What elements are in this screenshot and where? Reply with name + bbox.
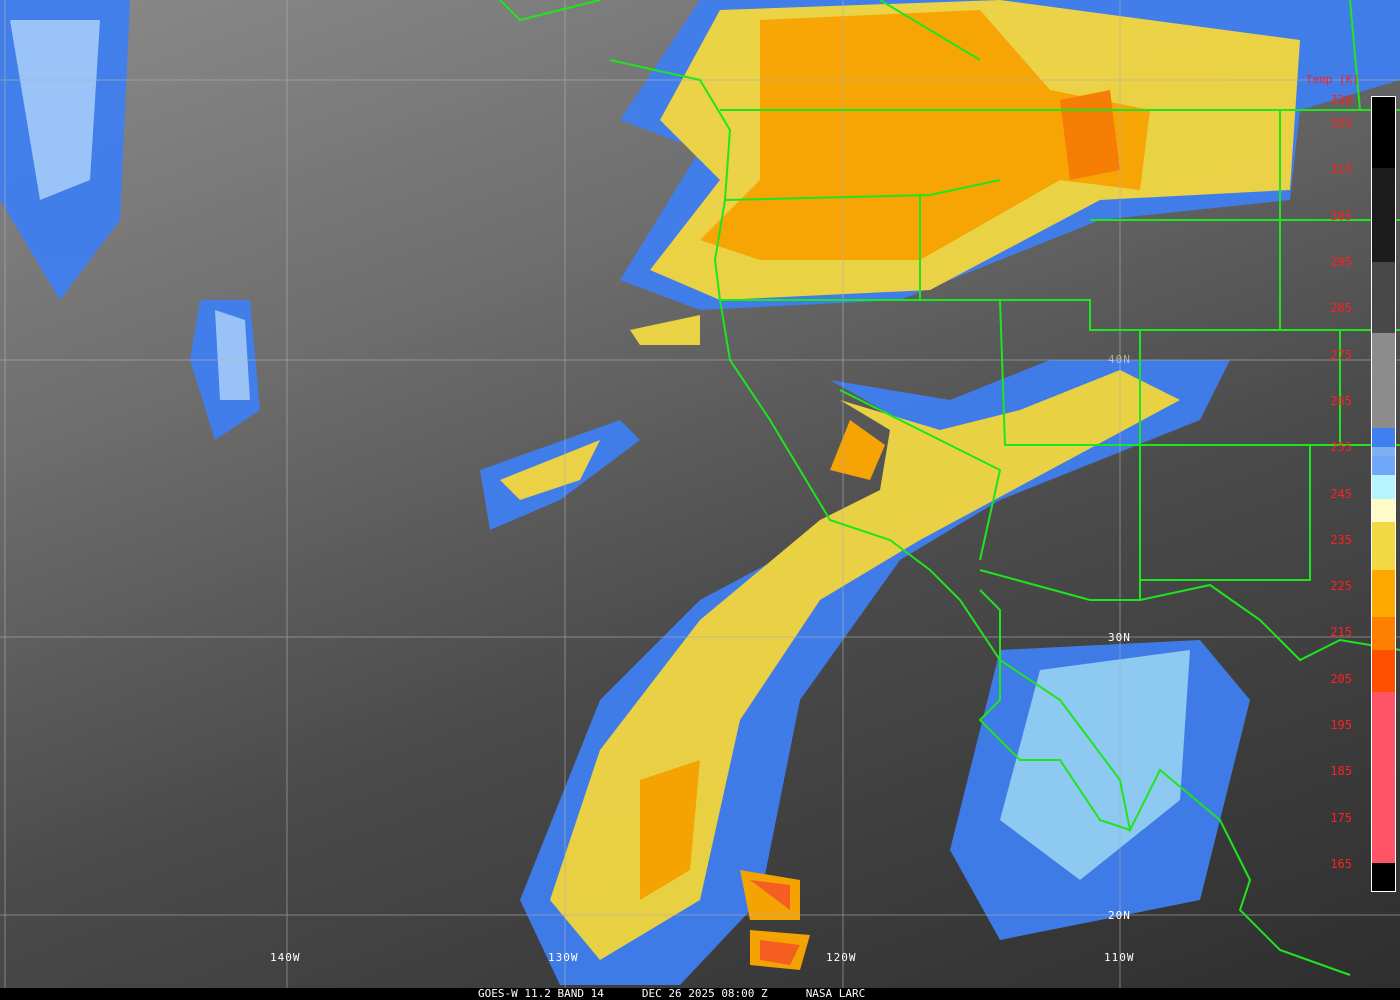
colorbar-segment <box>1372 97 1395 168</box>
colorbar-segment <box>1372 692 1395 863</box>
legend-tick: 185 <box>1330 764 1352 779</box>
legend-tick: 295 <box>1330 255 1352 270</box>
colorbar-segment <box>1372 616 1395 650</box>
legend-tick: 175 <box>1330 810 1352 825</box>
colorbar-segment <box>1372 522 1395 570</box>
legend-tick: 265 <box>1330 393 1352 408</box>
lat-label: 40N <box>1108 353 1131 366</box>
colorbar-segment <box>1372 649 1395 693</box>
legend-tick: 275 <box>1330 347 1352 362</box>
political-boundaries <box>499 0 1400 976</box>
lon-label: 140W <box>270 951 301 964</box>
lon-label: 130W <box>548 951 579 964</box>
colorbar-segment <box>1372 262 1395 334</box>
colorbar-segment <box>1372 333 1395 428</box>
legend-tick: 215 <box>1330 625 1352 640</box>
legend-title: Temp [K] <box>1306 73 1359 86</box>
caption-source: NASA LARC <box>805 987 866 1000</box>
colorbar-segment <box>1372 569 1395 617</box>
lon-label: 120W <box>826 951 857 964</box>
colorbar-segment <box>1372 498 1395 523</box>
colorbar-segment <box>1372 427 1395 447</box>
colorbar-segment <box>1372 862 1395 891</box>
legend-tick: 255 <box>1330 440 1352 455</box>
legend-tick: 235 <box>1330 532 1352 547</box>
legend-tick: 225 <box>1330 579 1352 594</box>
colorbar-segment <box>1372 167 1395 263</box>
legend-tick: 305 <box>1330 208 1352 223</box>
caption-satellite: GOES-W 11.2 BAND 14 <box>478 987 604 1000</box>
lat-label: 20N <box>1108 909 1131 922</box>
legend-tick: 315 <box>1330 162 1352 177</box>
legend-tick: 285 <box>1330 301 1352 316</box>
temperature-colorbar <box>1371 96 1396 892</box>
legend-tick: 325 <box>1330 116 1352 131</box>
caption-datetime: DEC 26 2025 08:00 Z <box>641 987 768 1000</box>
colorbar-segment <box>1372 475 1395 499</box>
colorbar-segment <box>1372 456 1395 476</box>
legend-tick: 205 <box>1330 671 1352 686</box>
legend-tick: 245 <box>1330 486 1352 501</box>
legend-tick: 330 <box>1330 93 1352 107</box>
legend-tick: 165 <box>1330 856 1352 871</box>
legend-tick: 195 <box>1330 718 1352 733</box>
lat-label: 30N <box>1108 631 1131 644</box>
colorbar-segment <box>1372 446 1395 457</box>
lon-label: 110W <box>1104 951 1135 964</box>
image-caption: GOES-W 11.2 BAND 14 DEC 26 2025 08:00 Z NA… <box>0 988 1400 1000</box>
